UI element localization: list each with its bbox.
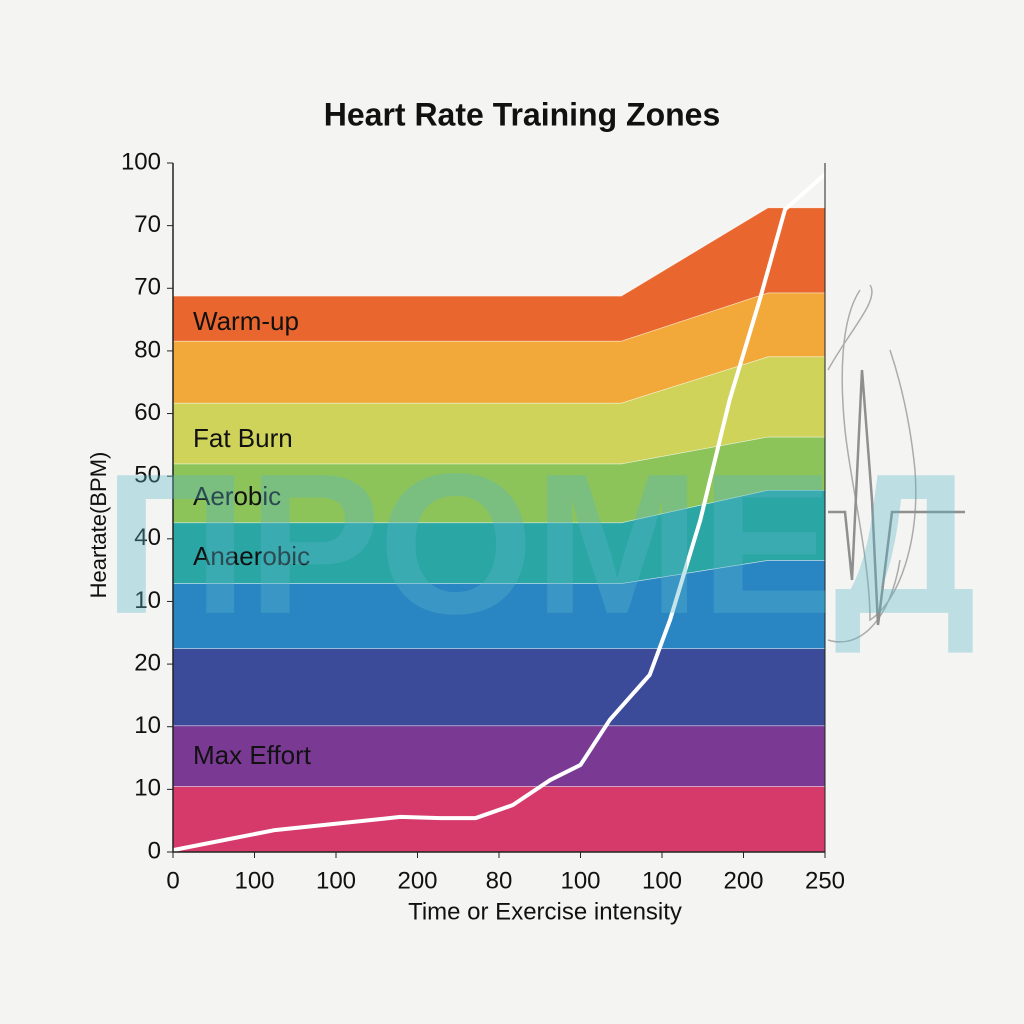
x-tick-label: 100: [316, 867, 356, 894]
x-tick-label: 200: [723, 867, 763, 894]
zone-band: [173, 725, 825, 787]
y-tick-label: 10: [134, 587, 161, 614]
zone-label: Fat Burn: [193, 423, 293, 453]
x-tick-label: 100: [234, 867, 274, 894]
zone-band: [173, 292, 825, 403]
y-tick-label: 20: [134, 649, 161, 676]
x-tick-label: 200: [397, 867, 437, 894]
zone-band: [173, 207, 825, 341]
y-axis-label: Heartate(BPM): [86, 452, 111, 599]
x-tick-label: 250: [805, 867, 845, 894]
zone-band: [173, 356, 825, 464]
y-tick-label: 60: [134, 399, 161, 426]
zone-label: Max Effort: [193, 740, 312, 770]
zone-band: [173, 560, 825, 649]
zone-label: Anaerobic: [193, 541, 310, 571]
y-tick-label: 40: [134, 524, 161, 551]
y-tick-label: 100: [121, 148, 161, 175]
watermark: ПРОМЕД: [104, 433, 977, 656]
heart-outline: [827, 559, 901, 643]
zone-label: Aerobic: [193, 481, 281, 511]
y-tick-label: 0: [148, 837, 161, 864]
zone-band: [173, 489, 825, 584]
x-tick-label: 0: [166, 867, 179, 894]
y-tick-label: 10: [134, 775, 161, 802]
x-tick-label: 80: [486, 867, 513, 894]
x-axis-label: Time or Exercise intensity: [408, 898, 682, 925]
y-tick-label: 10: [134, 712, 161, 739]
heart-illustration: [827, 284, 965, 643]
y-tick-label: 50: [134, 462, 161, 489]
zone-band: [173, 648, 825, 726]
zone-boundary: [173, 206, 825, 297]
y-tick-label: 70: [134, 211, 161, 238]
plot-area: 0 10 10 20 10 40 50 60 80 70 70 100 0 100 100 200 80 100 1…: [121, 148, 845, 894]
zone-band: [173, 786, 825, 852]
x-tick-label: 100: [560, 867, 600, 894]
ecg-line: [828, 369, 965, 626]
x-tick-label: 100: [642, 867, 682, 894]
zone-label: Warm-up: [193, 306, 299, 336]
intensity-line: [172, 172, 827, 853]
y-tick-label: 80: [134, 336, 161, 363]
zone-band: [173, 436, 825, 523]
heart-outline: [827, 284, 917, 622]
y-tick-label: 70: [134, 274, 161, 301]
chart-title: Heart Rate Training Zones: [324, 96, 721, 132]
